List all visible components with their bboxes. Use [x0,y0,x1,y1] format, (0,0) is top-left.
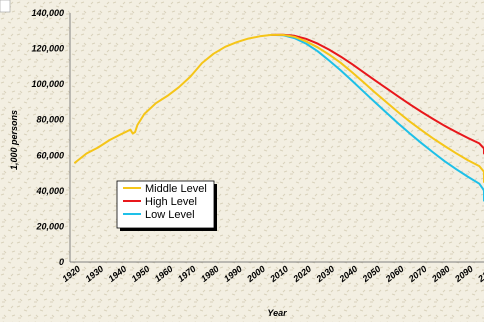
y-tick-label: 80,000 [36,115,64,125]
y-tick-label: 20,000 [35,221,64,231]
series-line-middle-level [74,33,484,183]
y-tick-label: 0 [59,257,64,267]
y-tick-label: 100,000 [31,79,64,89]
series-line-high-level [270,33,484,155]
legend-label-middle-level: Middle Level [145,183,207,195]
corner-marker [0,0,11,13]
y-tick-labels: 0 20,000 40,000 60,000 80,000 100,000 120,000 1… [31,8,64,267]
axes [69,13,484,263]
y-tick-label: 140,000 [31,8,64,18]
y-tick-label: 120,000 [31,44,64,54]
x-tick-label: 2100 [475,264,484,285]
legend-label-high-level: High Level [145,196,197,208]
y-tick-label: 40,000 [35,186,64,196]
series-lines [74,33,484,202]
legend-label-low-level: Low Level [145,209,195,221]
x-axis-title: Year [267,308,287,318]
series-line-low-level [270,33,484,202]
y-tick-label: 60,000 [36,150,64,160]
y-axis-title: 1,000 persons [9,110,19,170]
